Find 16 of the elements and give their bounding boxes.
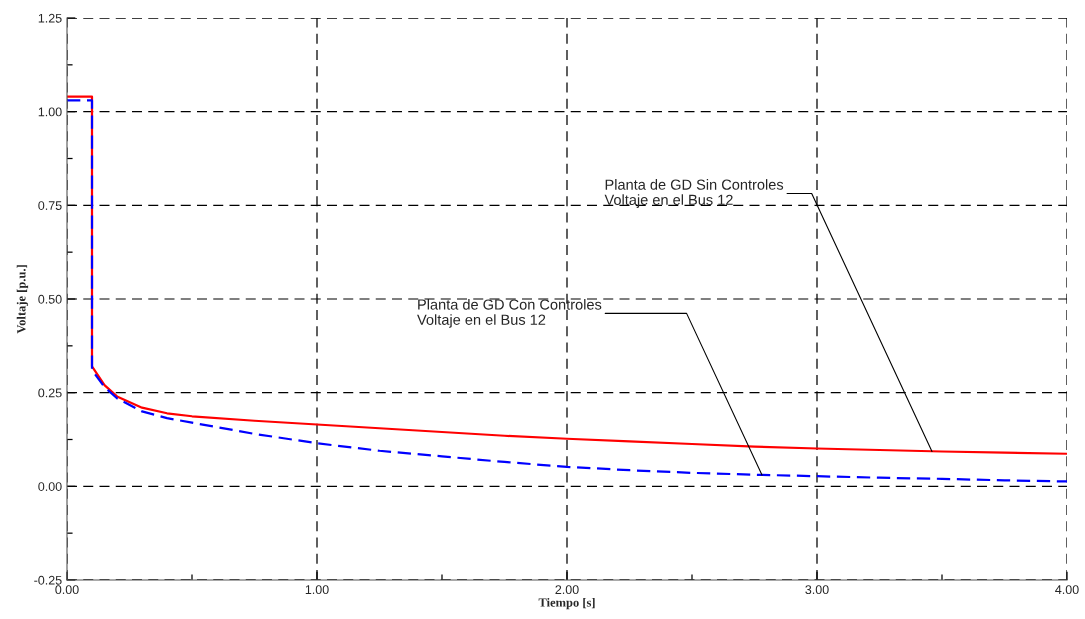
x-tick-label: 4.00 [1055,585,1079,595]
y-tick-label: 0.50 [38,294,62,304]
x-tick-label: 3.00 [805,585,829,595]
y-tick-label: 0.75 [38,201,62,210]
annotation: Planta de GD Sin Controles Voltaje en el Bus 12 [604,179,784,208]
y-tick-label: 1.00 [38,107,62,117]
x-tick-label: 2.00 [555,585,579,595]
y-tick-label: -0.25 [34,575,62,585]
annotation: Planta de GD Con Controles Voltaje en el Bus 12 [417,299,602,328]
x-tick-label: 0.00 [55,585,79,595]
y-axis-title: Voltaje [p.u.] [16,265,29,334]
y-tick-label: 0.00 [38,482,62,491]
y-tick-label: 1.25 [38,13,62,23]
y-tick-label: 0.25 [38,388,62,398]
x-axis-title: Tiempo [s] [538,597,595,610]
x-tick-label: 1.00 [305,585,329,595]
